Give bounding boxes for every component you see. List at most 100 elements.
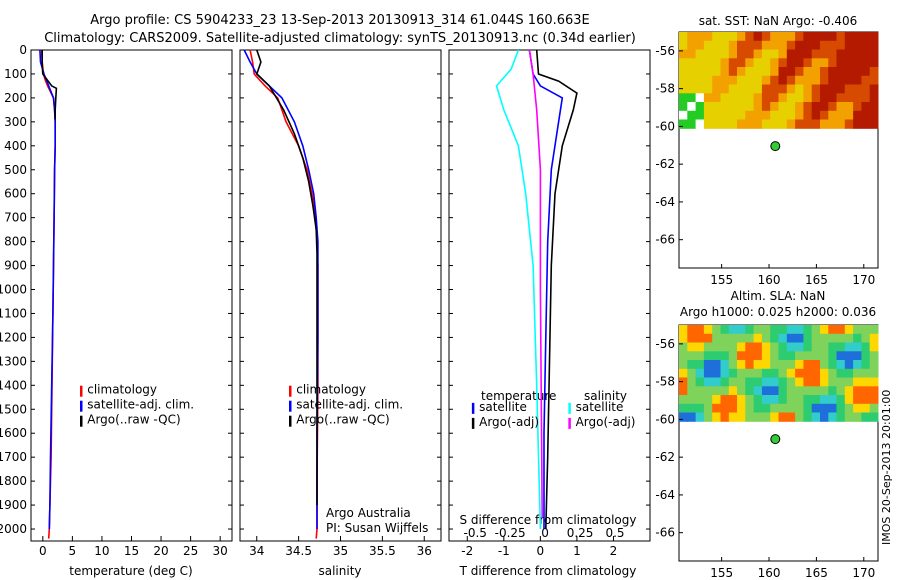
- sla-field-cell: [778, 342, 788, 352]
- sla-field-cell: [728, 325, 738, 335]
- sst-field-cell: [853, 110, 862, 121]
- sst-field-cell: [737, 40, 746, 51]
- sst-field-cell: [811, 40, 821, 51]
- sst-field-cell: [778, 75, 788, 86]
- sla-field-cell: [844, 386, 854, 396]
- sst-field-cell: [795, 40, 804, 51]
- sla-field-cell: [820, 351, 829, 361]
- sst-field-cell: [737, 58, 746, 68]
- sst-field-cell: [687, 67, 697, 77]
- sla-field-cell: [712, 368, 721, 379]
- sst-field-cell: [770, 84, 779, 94]
- sst-field-cell: [728, 49, 738, 59]
- difference-series-line: [528, 49, 543, 518]
- sst-field-cell: [795, 93, 804, 103]
- sst-field-cell: [786, 93, 796, 103]
- sla-field-cell: [778, 351, 788, 361]
- sst-field-cell: [703, 75, 713, 86]
- sla-field-cell: [828, 351, 838, 361]
- sla-field-cell: [687, 395, 697, 405]
- sst-field-cell: [795, 67, 804, 77]
- sla-field-cell: [853, 386, 862, 396]
- sla-field-cell: [844, 360, 854, 370]
- sla-field-cell: [853, 351, 862, 361]
- salinity-xlabel: salinity: [318, 564, 361, 578]
- sst_map-xtick-label: 160: [758, 273, 781, 287]
- sla-field-cell: [836, 377, 846, 387]
- sla-field-cell: [679, 377, 688, 387]
- sst-field-cell: [869, 75, 879, 86]
- sst-field-cell: [853, 84, 862, 94]
- sla-field-cell: [737, 395, 746, 405]
- sla-field-cell: [786, 342, 796, 352]
- difference-series-line: [528, 49, 564, 529]
- depth-tick-label: 1100: [0, 306, 27, 320]
- sla-field-cell: [786, 351, 796, 361]
- sla-field-cell: [728, 342, 738, 352]
- sla-field-cell: [745, 351, 755, 361]
- sla-field-cell: [786, 412, 796, 422]
- sst-field-cell: [803, 75, 813, 86]
- sla-field-cell: [844, 325, 854, 335]
- sst-field-cell: [869, 49, 879, 59]
- sst-field-cell: [820, 110, 829, 121]
- sla-field-cell: [687, 325, 697, 335]
- sla-field-cell: [720, 412, 730, 422]
- sla-field-cell: [795, 368, 804, 379]
- depth-tick-label: 100: [4, 67, 27, 81]
- sst-field-cell: [687, 110, 697, 121]
- sst-field-cell: [778, 110, 788, 121]
- sst_map-ytick-label: -64: [655, 195, 675, 209]
- sst-field-cell: [828, 40, 838, 51]
- sst-field-cell: [745, 32, 755, 42]
- sla-field-cell: [828, 325, 838, 335]
- sst-field-cell: [687, 84, 697, 94]
- sla-field-cell: [811, 377, 821, 387]
- sla-field-cell: [836, 325, 846, 335]
- sst-field-cell: [861, 32, 871, 42]
- sst-field-cell: [869, 110, 879, 121]
- sla-field-cell: [778, 377, 788, 387]
- sst-field-cell: [844, 32, 854, 42]
- sst-field-cell: [712, 32, 721, 42]
- sla-field-cell: [853, 360, 862, 370]
- sst-field-cell: [803, 102, 813, 112]
- sst-field-cell: [753, 49, 763, 59]
- sla_map-xtick-label: 170: [852, 566, 875, 580]
- sla-field-cell: [853, 342, 862, 352]
- sst-map-title: sat. SST: NaN Argo: -0.406: [699, 14, 858, 28]
- sla_map-ytick-label: -62: [655, 450, 675, 464]
- sla-field-cell: [803, 377, 813, 387]
- sla-field-cell: [753, 386, 763, 396]
- sla-field-cell: [803, 412, 813, 422]
- sla-field-cell: [861, 377, 871, 387]
- sla-field-cell: [761, 333, 771, 344]
- sla-field-cell: [695, 386, 705, 396]
- sla-field-cell: [695, 360, 705, 370]
- sst-field-cell: [828, 119, 838, 129]
- sla-field-cell: [770, 403, 779, 414]
- sst-field-cell: [679, 40, 688, 51]
- sla-field-cell: [786, 395, 796, 405]
- depth-tick-label: 1500: [0, 402, 27, 416]
- sla-field-cell: [820, 342, 829, 352]
- sla-field-cell: [803, 342, 813, 352]
- sst-field-cell: [853, 119, 862, 129]
- sla-field-cell: [803, 403, 813, 414]
- sla-field-cell: [753, 368, 763, 379]
- sla-field-cell: [869, 325, 879, 335]
- sst-field-cell: [869, 32, 879, 42]
- sla-field-cell: [737, 386, 746, 396]
- difference-xtick-label: 2: [610, 544, 618, 558]
- sst-field-cell: [853, 67, 862, 77]
- sla-field-cell: [820, 403, 829, 414]
- sla-field-cell: [844, 333, 854, 344]
- sst-field-cell: [820, 49, 829, 59]
- sst-field-cell: [803, 58, 813, 68]
- sla-field-cell: [753, 403, 763, 414]
- sla-field-cell: [687, 360, 697, 370]
- sst-field-cell: [712, 102, 721, 112]
- sst-field-cell: [770, 58, 779, 68]
- sst-field-cell: [861, 102, 871, 112]
- sla-field-cell: [712, 377, 721, 387]
